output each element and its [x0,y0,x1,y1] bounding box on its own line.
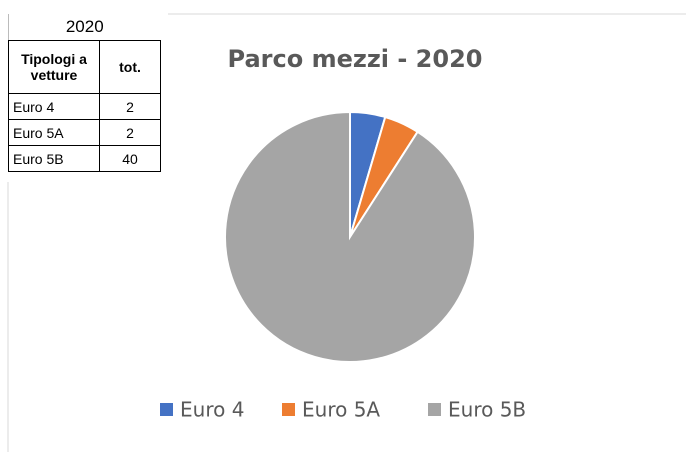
table-cell: Euro 5A [8,119,100,146]
table-cell: 2 [99,93,161,120]
table-cell: Euro 4 [8,93,100,120]
table-header: Tipologi a vetture [8,40,100,94]
legend-swatch [428,403,441,416]
pie-slice [224,110,476,363]
legend-swatch [160,403,173,416]
legend-label: Euro 4 [180,398,244,422]
legend-label: Euro 5B [448,398,526,422]
chart-title: Parco mezzi - 2020 [228,45,483,73]
table-title: 2020 [8,14,161,41]
legend-label: Euro 5A [302,398,380,422]
table-header: tot. [99,40,161,94]
legend-swatch [282,403,295,416]
table-cell: Euro 5B [8,145,100,172]
table-cell: 2 [99,119,161,146]
table-cell: 40 [99,145,161,172]
